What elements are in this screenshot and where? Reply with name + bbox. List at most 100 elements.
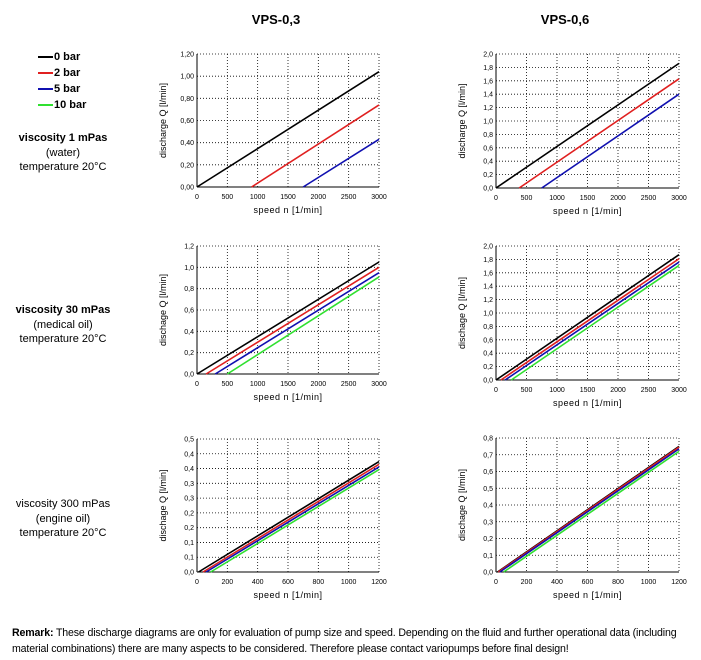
y-tick-label: 0,0 — [184, 372, 194, 379]
y-tick-label: 0,6 — [184, 308, 194, 315]
column-title-vps-0-3: VPS-0,3 — [251, 12, 301, 27]
x-tick-label: 1000 — [341, 579, 357, 586]
x-axis-label: speed n [1/min] — [553, 206, 622, 216]
y-tick-label: 0,4 — [483, 503, 493, 510]
series-line-10-bar — [510, 264, 680, 381]
series-line-2-bar — [518, 78, 680, 189]
series-line-10-bar — [210, 468, 380, 573]
y-tick-label: 1,2 — [483, 297, 493, 304]
y-tick-label: 1,0 — [483, 119, 493, 126]
x-tick-label: 600 — [282, 579, 294, 586]
y-axis-label: dischage Q [l/min] — [158, 274, 168, 346]
y-tick-label: 0,60 — [180, 118, 194, 125]
viscosity-label: viscosity 300 mPas — [15, 498, 111, 510]
x-tick-label: 1500 — [580, 387, 596, 394]
y-tick-label: 0,6 — [483, 337, 493, 344]
legend-swatch — [38, 56, 53, 58]
y-axis-label: dischage Q [l/min] — [457, 277, 467, 349]
x-tick-label: 1500 — [580, 195, 596, 202]
series-line-0-bar — [196, 261, 380, 375]
y-tick-label: 0,0 — [483, 186, 493, 193]
viscosity-label: viscosity 30 mPas — [15, 304, 111, 316]
series-line-2-bar — [202, 463, 380, 573]
y-tick-label: 1,2 — [184, 244, 194, 251]
series-line-0-bar — [495, 254, 680, 381]
x-tick-label: 0 — [494, 195, 498, 202]
y-tick-label: 2,0 — [483, 244, 493, 251]
y-tick-label: 0,6 — [483, 145, 493, 152]
y-tick-label: 1,4 — [483, 92, 493, 99]
x-tick-label: 500 — [521, 387, 533, 394]
x-tick-label: 500 — [221, 194, 233, 201]
x-tick-label: 1200 — [371, 579, 387, 586]
x-tick-label: 400 — [252, 579, 264, 586]
x-axis-label: speed n [1/min] — [553, 398, 622, 408]
y-axis-label: discharge Q [l/min] — [457, 83, 467, 158]
x-axis-label: speed n [1/min] — [253, 590, 322, 600]
legend-item-10-bar: 10 bar — [38, 97, 86, 113]
y-tick-label: 0,4 — [184, 329, 194, 336]
y-tick-label: 1,6 — [483, 78, 493, 85]
x-tick-label: 0 — [195, 579, 199, 586]
y-tick-label: 0,8 — [483, 324, 493, 331]
y-axis-label: dischage Q [l/min] — [457, 469, 467, 541]
y-tick-label: 1,2 — [483, 105, 493, 112]
y-tick-label: 0,0 — [483, 570, 493, 577]
y-tick-label: 1,20 — [180, 52, 194, 59]
y-tick-label: 0,0 — [483, 378, 493, 385]
legend-swatch — [38, 104, 53, 106]
fluid-label: (medical oil) — [33, 318, 93, 331]
x-tick-label: 2000 — [610, 387, 626, 394]
y-tick-label: 1,8 — [483, 257, 493, 264]
y-tick-label: 0,2 — [184, 525, 194, 532]
y-tick-label: 0,00 — [180, 185, 194, 192]
y-tick-label: 0,3 — [184, 496, 194, 503]
x-tick-label: 1000 — [250, 194, 266, 201]
x-tick-label: 1500 — [280, 381, 296, 388]
y-axis-label: discharge Q [l/min] — [158, 83, 168, 158]
y-axis-label: dischage Q [l/min] — [158, 469, 168, 541]
x-tick-label: 3000 — [371, 194, 387, 201]
remark-text: These discharge diagrams are only for ev… — [12, 627, 677, 655]
column-title-vps-0-6: VPS-0,6 — [540, 12, 590, 27]
y-tick-label: 0,6 — [483, 469, 493, 476]
y-tick-label: 0,8 — [483, 132, 493, 139]
legend-label: 0 bar — [54, 51, 81, 63]
x-tick-label: 3000 — [371, 381, 387, 388]
y-tick-label: 0,2 — [483, 172, 493, 179]
x-tick-label: 1500 — [280, 194, 296, 201]
y-tick-label: 0,4 — [184, 466, 194, 473]
x-tick-label: 0 — [195, 381, 199, 388]
legend-swatch — [38, 88, 53, 90]
x-tick-label: 2500 — [341, 194, 357, 201]
x-tick-label: 800 — [312, 579, 324, 586]
y-tick-label: 0,2 — [184, 350, 194, 357]
x-tick-label: 2500 — [341, 381, 357, 388]
y-tick-label: 0,2 — [483, 536, 493, 543]
x-tick-label: 0 — [494, 387, 498, 394]
series-line-5-bar — [499, 448, 680, 573]
series-line-0-bar — [198, 460, 380, 573]
x-axis-label: speed n [1/min] — [253, 392, 322, 402]
series-line-5-bar — [214, 271, 380, 375]
row-label-2: viscosity 30 mPas (medical oil) temperat… — [0, 303, 126, 347]
x-tick-label: 800 — [612, 579, 624, 586]
x-tick-label: 1000 — [549, 195, 565, 202]
viscosity-label: viscosity 1 mPas — [18, 132, 108, 144]
y-tick-label: 0,7 — [483, 452, 493, 459]
temperature-label: temperature 20°C — [19, 161, 107, 173]
legend-label: 10 bar — [54, 99, 87, 111]
series-line-2-bar — [497, 446, 680, 573]
x-tick-label: 600 — [582, 579, 594, 586]
x-tick-label: 0 — [494, 579, 498, 586]
y-tick-label: 1,00 — [180, 74, 194, 81]
x-tick-label: 500 — [521, 195, 533, 202]
legend-item-0-bar: 0 bar — [38, 49, 86, 65]
remark-label: Remark: — [12, 627, 54, 639]
series-line-2-bar — [500, 258, 680, 381]
y-tick-label: 0,0 — [184, 570, 194, 577]
x-tick-label: 1000 — [549, 387, 565, 394]
y-tick-label: 0,8 — [184, 286, 194, 293]
x-axis-label: speed n [1/min] — [553, 590, 622, 600]
x-tick-label: 1200 — [671, 579, 687, 586]
